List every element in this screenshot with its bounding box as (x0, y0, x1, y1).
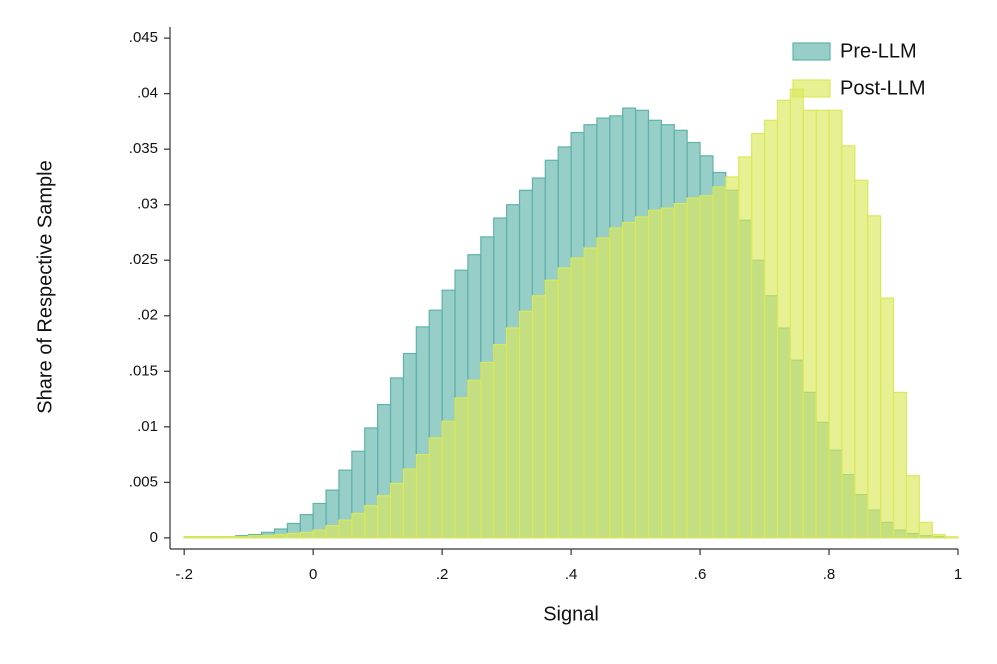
histogram-bar (776, 99, 791, 539)
histogram-bar (544, 279, 559, 539)
histogram-bar (493, 344, 508, 539)
histogram-bar (725, 176, 740, 539)
histogram-bar (738, 156, 753, 539)
histogram-bar (506, 327, 521, 539)
histogram-bar (531, 295, 546, 539)
histogram-bar (273, 533, 288, 539)
x-tick-label: -.2 (175, 566, 193, 583)
x-tick-label: 1 (954, 566, 962, 583)
x-tick-label: .8 (823, 566, 836, 583)
histogram-bar (260, 535, 276, 539)
legend-swatch (792, 79, 831, 98)
histogram-bar (196, 536, 211, 539)
histogram-bar (183, 536, 198, 539)
x-tick-label: .6 (694, 566, 707, 583)
histogram-bar (660, 207, 675, 539)
histogram-bar (918, 521, 933, 539)
histogram-bar (596, 237, 611, 539)
y-tick-label: .01 (137, 418, 158, 435)
histogram-bar (699, 195, 714, 539)
x-tick-label: .4 (565, 566, 578, 583)
histogram-bar (609, 227, 624, 539)
legend-label: Pre-LLM (840, 40, 917, 62)
histogram-bar (931, 533, 946, 539)
histogram-bar (854, 179, 869, 539)
histogram-bar (622, 221, 637, 539)
histogram-bar (686, 197, 701, 539)
histogram-bar (634, 216, 650, 539)
histogram-bar (286, 532, 301, 539)
histogram-bar (364, 505, 379, 539)
histogram-bar (802, 109, 817, 539)
histogram-bar (235, 536, 250, 539)
histogram-bar (441, 420, 456, 539)
histogram-bar (892, 391, 908, 539)
histogram-bar (583, 247, 598, 539)
histogram-bar (518, 310, 534, 539)
y-tick-label: .04 (137, 85, 158, 102)
histogram-bar (944, 536, 959, 539)
y-tick-label: .045 (129, 29, 158, 46)
y-tick-label: 0 (150, 529, 158, 546)
histogram-bar (905, 475, 920, 539)
y-tick-label: .025 (129, 251, 158, 268)
legend-label: Post-LLM (840, 77, 926, 99)
histogram-bar (209, 536, 224, 539)
histogram-bar (480, 361, 495, 539)
histogram-bar (828, 109, 843, 539)
histogram-bar (712, 186, 727, 539)
histogram-bar (325, 525, 340, 539)
histogram-bar (312, 529, 327, 539)
histogram-bar (570, 257, 585, 539)
x-tick-label: .2 (436, 566, 449, 583)
histogram-bar (841, 145, 856, 539)
y-axis-label: Share of Respective Sample (34, 160, 56, 413)
histogram-bar (428, 437, 443, 539)
y-tick-label: .005 (129, 473, 158, 490)
x-axis-label: Signal (543, 603, 599, 625)
histogram-bar (248, 535, 263, 539)
y-tick-label: .035 (129, 140, 158, 157)
y-tick-label: .03 (137, 196, 158, 213)
histogram-bar (351, 512, 366, 539)
histogram-bar (299, 531, 314, 539)
histogram-bar (673, 202, 688, 539)
histogram-bar (402, 468, 417, 539)
histogram-bar (763, 119, 779, 539)
histogram-bar (751, 133, 766, 539)
histogram-bar (415, 453, 430, 539)
y-tick-label: .02 (137, 307, 158, 324)
histogram-bar (222, 536, 237, 539)
histogram-bar (867, 215, 882, 539)
histogram-bar (815, 109, 830, 539)
histogram-bar (557, 267, 572, 539)
histogram-bar (647, 209, 662, 539)
x-tick-label: 0 (309, 566, 317, 583)
histogram-bar (467, 379, 482, 539)
legend-swatch (792, 42, 831, 61)
y-tick-label: .015 (129, 362, 158, 379)
histogram-bar (389, 482, 405, 539)
histogram-bar (377, 495, 392, 539)
histogram-bar (338, 519, 353, 539)
histogram-bar (454, 397, 469, 539)
histogram-bar (789, 88, 804, 539)
histogram-bar (880, 297, 895, 539)
